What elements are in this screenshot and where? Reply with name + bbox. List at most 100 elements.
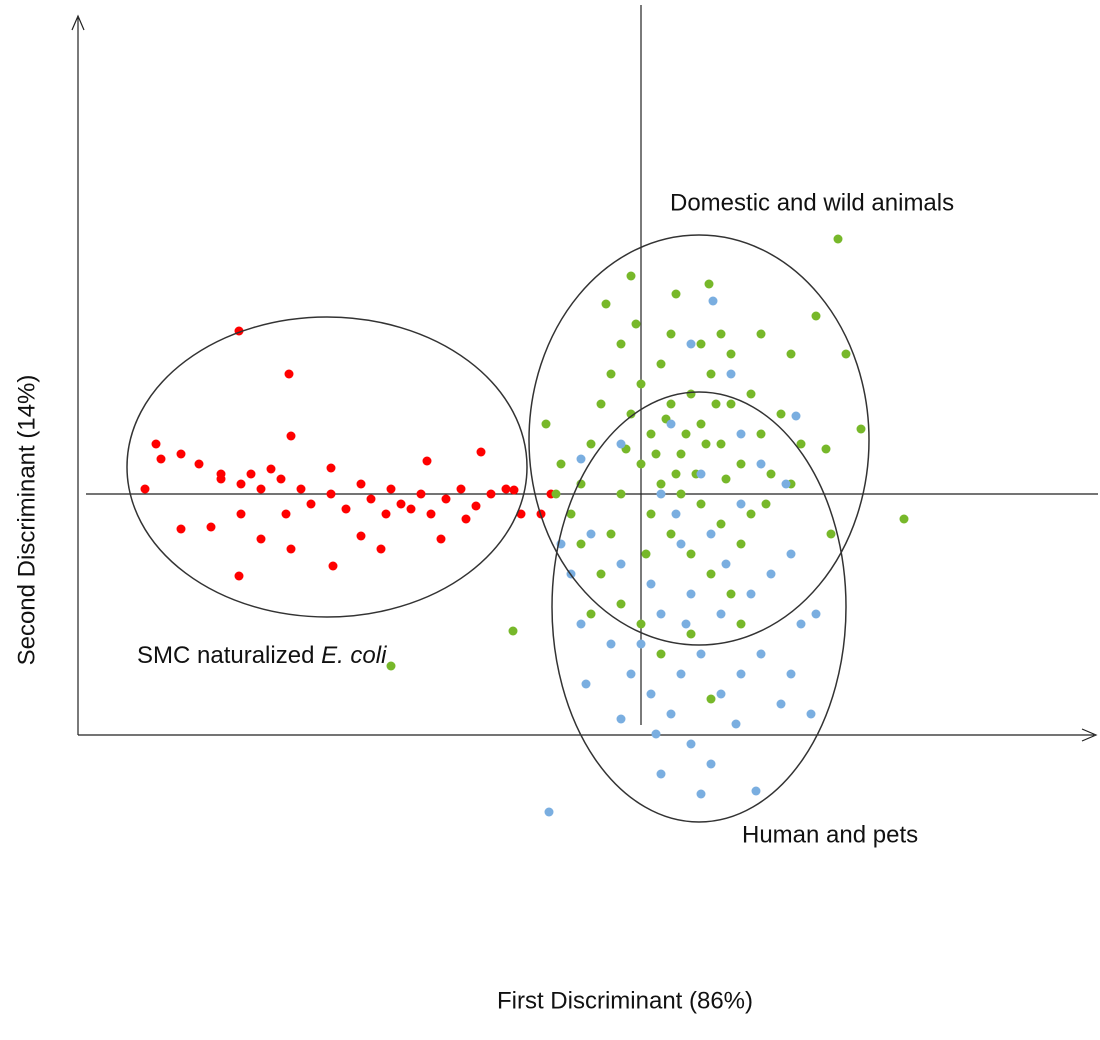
point [396,499,406,509]
point [616,339,626,349]
group-ellipse [551,391,847,823]
point [616,439,626,449]
point [696,499,706,509]
point [706,569,716,579]
point [616,559,626,569]
point [596,399,606,409]
group-ellipse [528,234,870,646]
point [356,531,366,541]
point [756,649,766,659]
point [761,499,771,509]
point [646,509,656,519]
point [746,589,756,599]
crosshair [86,5,1098,725]
point [736,499,746,509]
y-axis-label: Second Discriminant (14%) [13,375,40,666]
point [176,524,186,534]
point [551,489,561,499]
point [686,339,696,349]
point [711,399,721,409]
point [833,234,843,244]
point [708,296,718,306]
point [441,494,451,504]
point [721,559,731,569]
point [806,709,816,719]
point [281,509,291,519]
point [651,729,661,739]
point [786,349,796,359]
point [726,589,736,599]
point [756,329,766,339]
x-axis-label: First Discriminant (86%) [497,987,753,1014]
point [176,449,186,459]
point [476,447,486,457]
point [616,599,626,609]
point [766,569,776,579]
point [686,589,696,599]
point [194,459,204,469]
point [416,489,426,499]
point [386,484,396,494]
point [781,479,791,489]
point [716,689,726,699]
point [706,369,716,379]
point [701,439,711,449]
points [140,234,909,817]
point [296,484,306,494]
point [576,539,586,549]
point [756,429,766,439]
point [636,639,646,649]
point [586,609,596,619]
point [681,619,691,629]
point [636,459,646,469]
point [236,509,246,519]
point [426,509,436,519]
point [606,369,616,379]
point [706,529,716,539]
point [406,504,416,514]
x-axis-arrow [1081,728,1098,742]
point [601,299,611,309]
point [811,609,821,619]
point [676,449,686,459]
point [776,409,786,419]
point [704,279,714,289]
point [616,489,626,499]
point [791,411,801,421]
point [341,504,351,514]
point [256,534,266,544]
point [586,529,596,539]
point [666,529,676,539]
point [756,459,766,469]
point [156,454,166,464]
point [576,454,586,464]
point [686,739,696,749]
point [656,489,666,499]
point [656,769,666,779]
point [746,509,756,519]
point [706,759,716,769]
annotation: Human and pets [742,821,918,848]
point [746,389,756,399]
point [686,389,696,399]
point [246,469,256,479]
point [306,499,316,509]
point [286,431,296,441]
point [461,514,471,524]
point [234,571,244,581]
point [671,509,681,519]
point [206,522,216,532]
point [140,484,150,494]
point [366,494,376,504]
point [471,501,481,511]
point [841,349,851,359]
point [286,544,296,554]
point [656,649,666,659]
point [666,419,676,429]
point [456,484,466,494]
point [721,474,731,484]
point [516,509,526,519]
point [656,359,666,369]
point [284,369,294,379]
point [666,709,676,719]
